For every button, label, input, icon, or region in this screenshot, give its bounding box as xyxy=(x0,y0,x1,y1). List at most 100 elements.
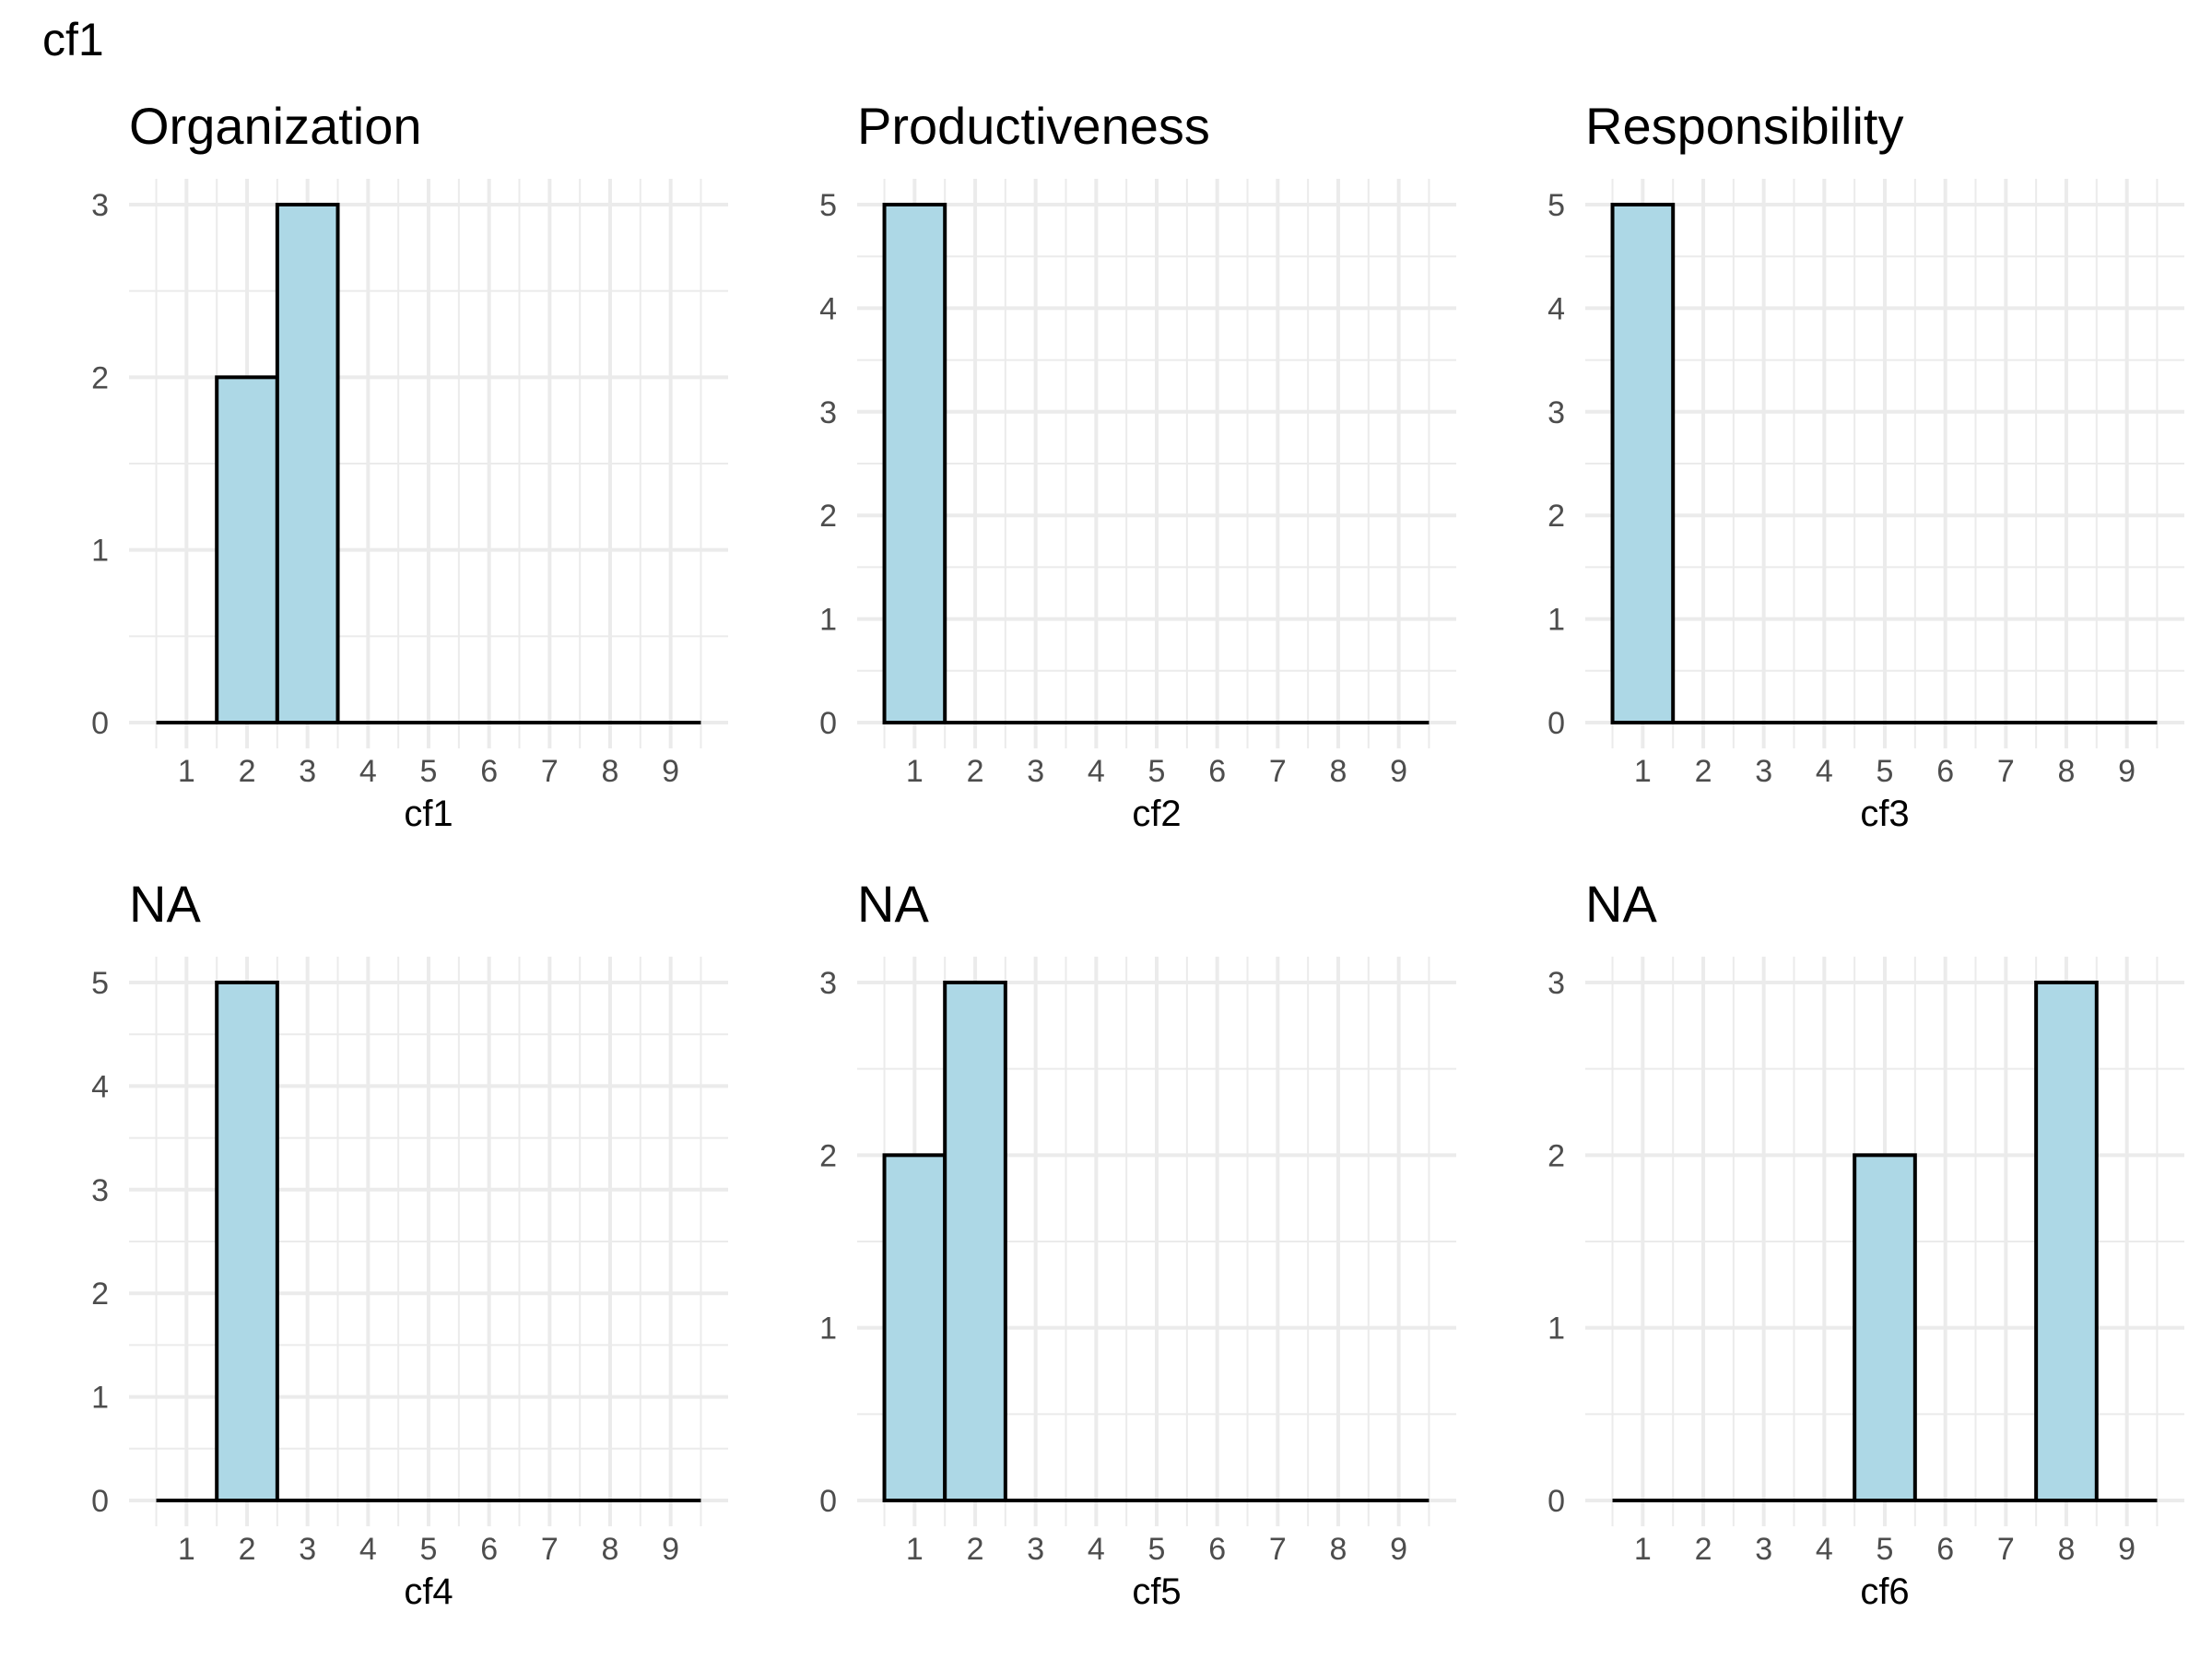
chart-6-bar-8 xyxy=(2034,981,2099,1502)
chart-2-y-tick-label: 1 xyxy=(819,603,837,638)
chart-4-x-tick-label: 7 xyxy=(541,1532,559,1567)
chart-4-x-tick-label: 2 xyxy=(239,1532,256,1567)
chart-4-y-tick-label: 1 xyxy=(91,1381,109,1416)
chart-3-x-tick-label: 2 xyxy=(1695,754,1712,789)
chart-1-y-tick-label: 0 xyxy=(91,706,109,741)
chart-4-y-tick-label: 5 xyxy=(91,966,109,1001)
chart-5-x-tick-label: 2 xyxy=(967,1532,984,1567)
chart-2-x-tick-label: 4 xyxy=(1088,754,1105,789)
chart-4-x-tick-label: 4 xyxy=(359,1532,377,1567)
chart-1-x-axis-title: cf1 xyxy=(404,794,453,834)
chart-1-x-tick-label: 7 xyxy=(541,754,559,789)
chart-1-bar-2 xyxy=(215,375,279,724)
chart-2-x-tick-label: 9 xyxy=(1390,754,1407,789)
chart-4-panel: 0 1 2 3 4 5 1 2 3 4 5 6 7 8 9 cf4 NA xyxy=(91,875,728,1612)
chart-1-y-tick-label: 2 xyxy=(91,360,109,395)
chart-4-x-tick-label: 6 xyxy=(480,1532,498,1567)
chart-3-x-tick-label: 1 xyxy=(1634,754,1652,789)
chart-6-panel: 0 1 2 3 1 2 3 4 5 6 7 8 9 cf6 NA xyxy=(1547,875,2184,1612)
chart-1-x-tick-label: 3 xyxy=(299,754,316,789)
chart-2-x-tick-label: 8 xyxy=(1330,754,1347,789)
chart-5-y-tick-label: 0 xyxy=(819,1484,837,1519)
chart-4-title: NA xyxy=(129,875,201,933)
chart-4-y-tick-label: 4 xyxy=(91,1069,109,1104)
chart-4-x-tick-label: 1 xyxy=(178,1532,195,1567)
chart-3-y-tick-label: 0 xyxy=(1547,706,1565,741)
chart-6-x-tick-label: 7 xyxy=(1997,1532,2015,1567)
chart-2-y-tick-label: 3 xyxy=(819,395,837,430)
chart-6-x-tick-label: 2 xyxy=(1695,1532,1712,1567)
chart-3-x-tick-label: 4 xyxy=(1816,754,1833,789)
chart-4-x-axis-title: cf4 xyxy=(404,1571,453,1612)
chart-5-x-tick-label: 1 xyxy=(906,1532,924,1567)
chart-4-x-tick-label: 5 xyxy=(420,1532,438,1567)
chart-2-bar-1 xyxy=(882,203,947,724)
chart-6-x-axis-title: cf6 xyxy=(1860,1571,1909,1612)
chart-5-x-tick-label: 7 xyxy=(1269,1532,1287,1567)
chart-1-title: Organization xyxy=(129,97,422,155)
chart-3-y-tick-label: 1 xyxy=(1547,603,1565,638)
chart-6-x-tick-label: 9 xyxy=(2118,1532,2136,1567)
chart-4-x-tick-label: 3 xyxy=(299,1532,316,1567)
chart-3-x-axis-title: cf3 xyxy=(1860,794,1909,834)
chart-5-bar-2 xyxy=(943,981,1007,1502)
chart-6-x-tick-label: 6 xyxy=(1936,1532,1954,1567)
chart-4-y-tick-label: 3 xyxy=(91,1173,109,1208)
chart-5-y-tick-label: 1 xyxy=(819,1312,837,1347)
figure-title: cf1 xyxy=(42,14,104,65)
chart-3-y-tick-label: 4 xyxy=(1547,291,1565,326)
chart-5-x-tick-label: 6 xyxy=(1208,1532,1226,1567)
chart-6-x-tick-label: 8 xyxy=(2058,1532,2076,1567)
chart-5-x-tick-label: 5 xyxy=(1148,1532,1166,1567)
chart-5-x-tick-label: 8 xyxy=(1330,1532,1347,1567)
chart-2-y-tick-label: 5 xyxy=(819,188,837,223)
chart-1-x-tick-label: 4 xyxy=(359,754,377,789)
chart-1-x-tick-label: 2 xyxy=(239,754,256,789)
chart-3-x-tick-label: 5 xyxy=(1877,754,1894,789)
chart-1-x-tick-label: 1 xyxy=(178,754,195,789)
chart-3-panel: 0 1 2 3 4 5 1 2 3 4 5 6 7 8 9 cf3 Responsibility xyxy=(1547,97,2184,834)
chart-5-bar-1 xyxy=(882,1153,947,1503)
chart-3-x-tick-label: 8 xyxy=(2058,754,2076,789)
chart-1-x-tick-label: 5 xyxy=(420,754,438,789)
chart-5-title: NA xyxy=(857,875,929,933)
chart-3-title: Responsibility xyxy=(1585,97,1904,155)
chart-2-x-tick-label: 6 xyxy=(1208,754,1226,789)
chart-3-y-tick-label: 5 xyxy=(1547,188,1565,223)
chart-4-y-tick-label: 2 xyxy=(91,1277,109,1312)
chart-5-x-tick-label: 4 xyxy=(1088,1532,1105,1567)
chart-5-y-tick-label: 3 xyxy=(819,966,837,1001)
chart-2-x-tick-label: 7 xyxy=(1269,754,1287,789)
chart-2-panel: 0 1 2 3 4 5 1 2 3 4 5 6 7 8 9 cf2 Productiveness xyxy=(819,97,1456,834)
chart-3-x-tick-label: 7 xyxy=(1997,754,2015,789)
chart-6-y-tick-label: 0 xyxy=(1547,1484,1565,1519)
chart-5-y-tick-label: 2 xyxy=(819,1138,837,1173)
chart-6-title: NA xyxy=(1585,875,1657,933)
chart-3-bar-1 xyxy=(1610,203,1676,724)
chart-6-x-tick-label: 4 xyxy=(1816,1532,1833,1567)
chart-6-x-tick-label: 3 xyxy=(1755,1532,1772,1567)
chart-3-y-tick-label: 2 xyxy=(1547,499,1565,534)
chart-4-x-tick-label: 9 xyxy=(662,1532,679,1567)
chart-1-x-tick-label: 9 xyxy=(662,754,679,789)
chart-5-panel: 0 1 2 3 1 2 3 4 5 6 7 8 9 cf5 NA xyxy=(819,875,1456,1612)
chart-4-y-tick-label: 0 xyxy=(91,1484,109,1519)
chart-5-x-axis-title: cf5 xyxy=(1132,1571,1181,1612)
chart-1-y-tick-label: 3 xyxy=(91,188,109,223)
chart-1-x-tick-label: 8 xyxy=(602,754,619,789)
chart-6-y-tick-label: 1 xyxy=(1547,1312,1565,1347)
chart-2-y-tick-label: 0 xyxy=(819,706,837,741)
chart-1-y-tick-label: 1 xyxy=(91,534,109,569)
chart-5-x-tick-label: 9 xyxy=(1390,1532,1407,1567)
chart-1-bar-3 xyxy=(275,203,340,724)
chart-2-x-axis-title: cf2 xyxy=(1132,794,1181,834)
chart-4-x-tick-label: 8 xyxy=(602,1532,619,1567)
chart-3-x-tick-label: 6 xyxy=(1936,754,1954,789)
chart-3-x-tick-label: 3 xyxy=(1755,754,1772,789)
chart-2-x-tick-label: 1 xyxy=(906,754,924,789)
chart-6-x-tick-label: 1 xyxy=(1634,1532,1652,1567)
chart-5-x-tick-label: 3 xyxy=(1027,1532,1044,1567)
chart-2-x-tick-label: 2 xyxy=(967,754,984,789)
chart-2-y-tick-label: 4 xyxy=(819,291,837,326)
